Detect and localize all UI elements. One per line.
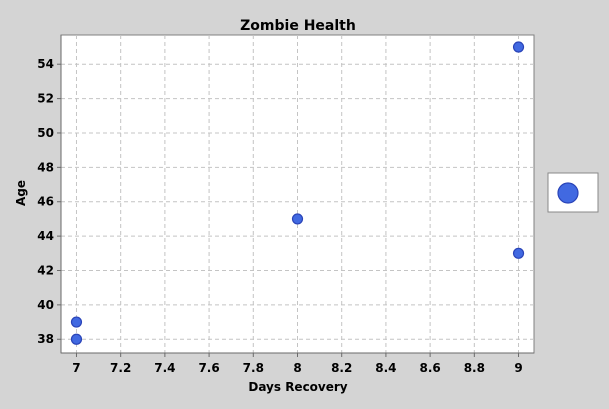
x-axis-label: Days Recovery bbox=[248, 380, 347, 394]
x-tick-label: 9 bbox=[514, 361, 522, 375]
x-tick-label: 8.6 bbox=[419, 361, 440, 375]
data-point bbox=[512, 41, 525, 53]
data-point bbox=[291, 213, 304, 225]
data-point bbox=[512, 247, 525, 259]
y-tick-label: 38 bbox=[37, 332, 54, 346]
y-axis-label: Age bbox=[14, 180, 28, 206]
axis-layer: 7 7.2 7.4 7.6 7.8 8 8.2 8.4 8.6 8.8 9 38 40 42 44 46 48 5… bbox=[37, 35, 534, 375]
y-tick-label: 40 bbox=[37, 298, 54, 312]
y-tick-label: 44 bbox=[37, 229, 54, 243]
x-tick-label: 8.2 bbox=[331, 361, 352, 375]
points-layer bbox=[70, 41, 525, 345]
y-tick-label: 46 bbox=[37, 195, 54, 209]
data-point bbox=[70, 316, 83, 328]
x-tick-label: 7.8 bbox=[243, 361, 264, 375]
x-tick-label: 8.4 bbox=[375, 361, 396, 375]
legend-marker bbox=[557, 182, 579, 204]
x-tick-label: 8 bbox=[293, 361, 301, 375]
legend bbox=[547, 172, 599, 213]
x-tick-label: 8.8 bbox=[464, 361, 485, 375]
y-tick-label: 50 bbox=[37, 126, 54, 140]
data-point bbox=[70, 333, 83, 345]
y-tick-label: 54 bbox=[37, 57, 54, 71]
x-tick-label: 7.6 bbox=[198, 361, 219, 375]
y-tick-label: 48 bbox=[37, 160, 54, 174]
x-tick-label: 7.2 bbox=[110, 361, 131, 375]
y-tick-label: 42 bbox=[37, 263, 54, 277]
y-tick-label: 52 bbox=[37, 92, 54, 106]
chart-title: Zombie Health bbox=[240, 18, 356, 34]
x-tick-label: 7.4 bbox=[154, 361, 175, 375]
grid-layer bbox=[61, 35, 534, 353]
x-tick-label: 7 bbox=[72, 361, 80, 375]
